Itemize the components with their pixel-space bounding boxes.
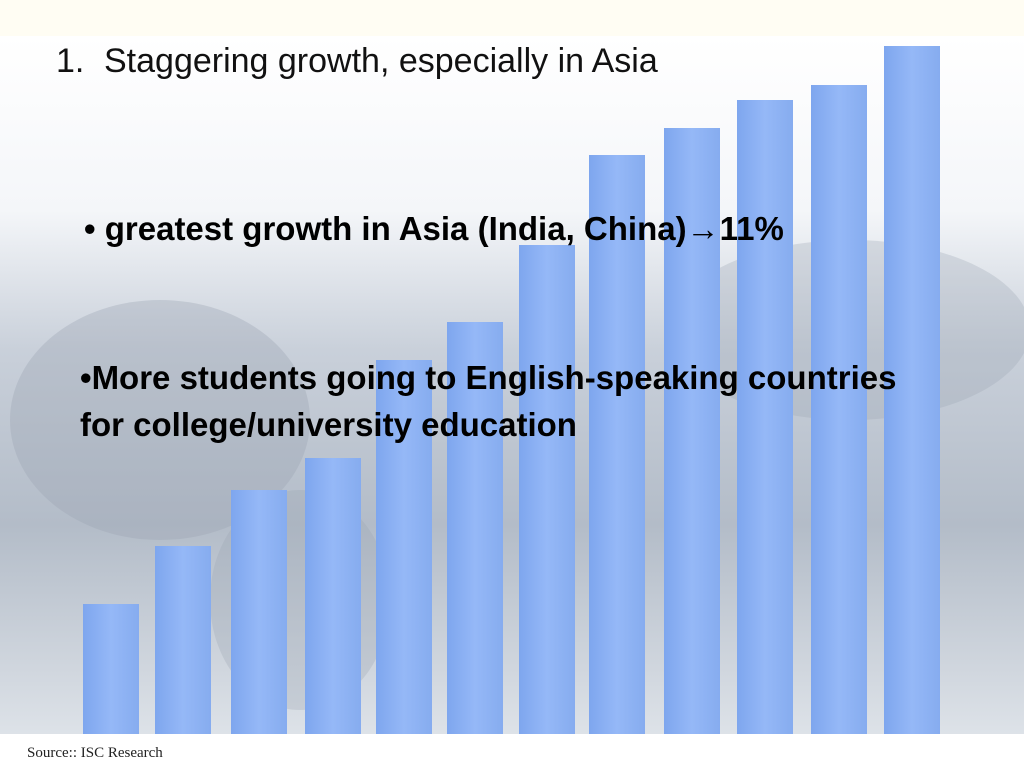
bar [519,245,575,734]
bar [811,85,867,734]
bar [447,322,503,734]
title-number: 1. [56,42,85,80]
title-text: Staggering growth, especially in Asia [104,42,658,80]
bullet: • greatest growth in Asia (India, China)… [84,210,784,248]
bar [155,546,211,734]
bottom-strip [0,734,1024,768]
bullet-text: greatest growth in Asia (India, China)→1… [104,210,784,247]
bullet: •More students going to English-speaking… [80,354,900,448]
decorative-bars [83,46,940,734]
bar [376,360,432,734]
bullet-marker: • [84,210,96,247]
bar [305,458,361,734]
bar [83,604,139,734]
bar [589,155,645,734]
bullet-marker: • [80,359,92,396]
bar [664,128,720,734]
map-shape [10,300,310,540]
slide-title: 1. Staggering growth, especially in Asia [56,42,658,81]
top-strip [0,0,1024,36]
source-note: Source:: ISC Research [27,745,163,761]
bullet-text: More students going to English-speaking … [80,359,897,443]
bar [231,490,287,734]
bar [884,46,940,734]
bar [737,100,793,734]
